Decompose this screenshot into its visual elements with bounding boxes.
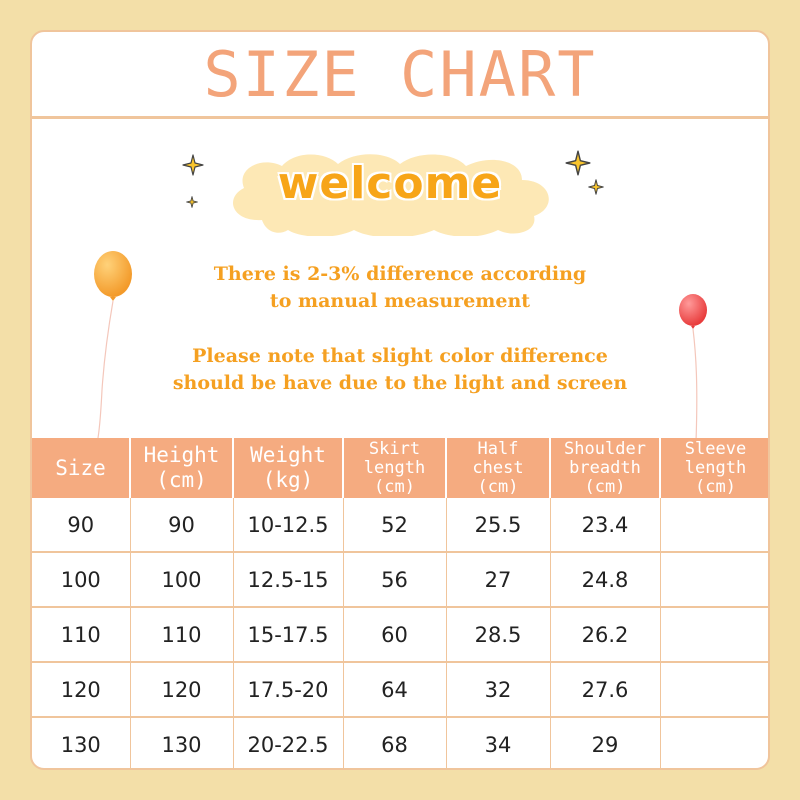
table-cell: 10-12.5 [233,498,344,553]
note-line: to manual measurement [269,290,531,312]
note-line: should be have due to the light and scre… [172,372,628,394]
table-cell: 90 [130,498,234,553]
column-header: Height (cm) [130,438,234,498]
table-cell: 32 [446,662,551,718]
size-table: Size Height (cm) Weight (kg) Skirt length (c… [32,438,768,768]
table-cell: 68 [343,717,447,768]
page-title: SIZE CHART [203,37,597,111]
table-cell: 60 [343,607,447,663]
table-cell: 100 [32,552,131,608]
table-cell [660,717,768,768]
table-cell: 27 [446,552,551,608]
column-header: Sleeve length (cm) [660,438,768,498]
table-cell: 52 [343,498,447,553]
table-row: 110 110 15-17.5 60 28.5 26.2 [32,607,768,663]
table-cell: 110 [130,607,234,663]
table-header-row: Size Height (cm) Weight (kg) Skirt length (c… [32,438,768,498]
column-header: Shoulder breadth (cm) [550,438,661,498]
table-cell: 130 [130,717,234,768]
note-line: Please note that slight color difference [192,345,608,367]
table-row: 130 130 20-22.5 68 34 29 [32,717,768,768]
sparkle-star-icon [186,196,198,208]
table-row: 100 100 12.5-15 56 27 24.8 [32,552,768,608]
sparkle-star-icon [588,179,604,195]
table-row: 90 90 10-12.5 52 25.5 23.4 [32,498,768,553]
title-band: SIZE CHART [32,32,768,119]
column-header: Size [32,438,131,498]
table-cell: 56 [343,552,447,608]
column-header: Half chest (cm) [446,438,551,498]
table-cell [660,662,768,718]
cloud-icon [233,154,549,236]
size-chart-card: SIZE CHART welcome [30,30,770,770]
table-cell: 24.8 [550,552,661,608]
table-cell: 64 [343,662,447,718]
sparkle-star-icon [565,150,591,176]
table-cell [660,498,768,553]
note-line: There is 2-3% difference according [213,263,587,285]
table-cell: 26.2 [550,607,661,663]
table-cell: 130 [32,717,131,768]
table-cell [660,607,768,663]
welcome-text: welcome [277,158,503,209]
table-row: 120 120 17.5-20 64 32 27.6 [32,662,768,718]
table-cell: 90 [32,498,131,553]
table-cell: 28.5 [446,607,551,663]
table-cell: 17.5-20 [233,662,344,718]
table-cell: 110 [32,607,131,663]
orange-balloon-icon [94,251,132,439]
table-cell: 34 [446,717,551,768]
table-cell: 27.6 [550,662,661,718]
table-cell: 12.5-15 [233,552,344,608]
column-header: Skirt length (cm) [343,438,447,498]
table-cell: 100 [130,552,234,608]
column-header: Weight (kg) [233,438,344,498]
table-cell: 20-22.5 [233,717,344,768]
table-cell: 23.4 [550,498,661,553]
color-note: Please note that slight color difference… [32,343,768,397]
table-cell: 29 [550,717,661,768]
table-cell: 25.5 [446,498,551,553]
table-cell [660,552,768,608]
welcome-cloud: welcome [222,150,558,236]
table-cell: 120 [32,662,131,718]
red-balloon-icon [679,294,707,443]
measurement-note: There is 2-3% difference according to ma… [32,261,768,315]
sparkle-star-icon [182,154,204,176]
table-cell: 120 [130,662,234,718]
table-cell: 15-17.5 [233,607,344,663]
